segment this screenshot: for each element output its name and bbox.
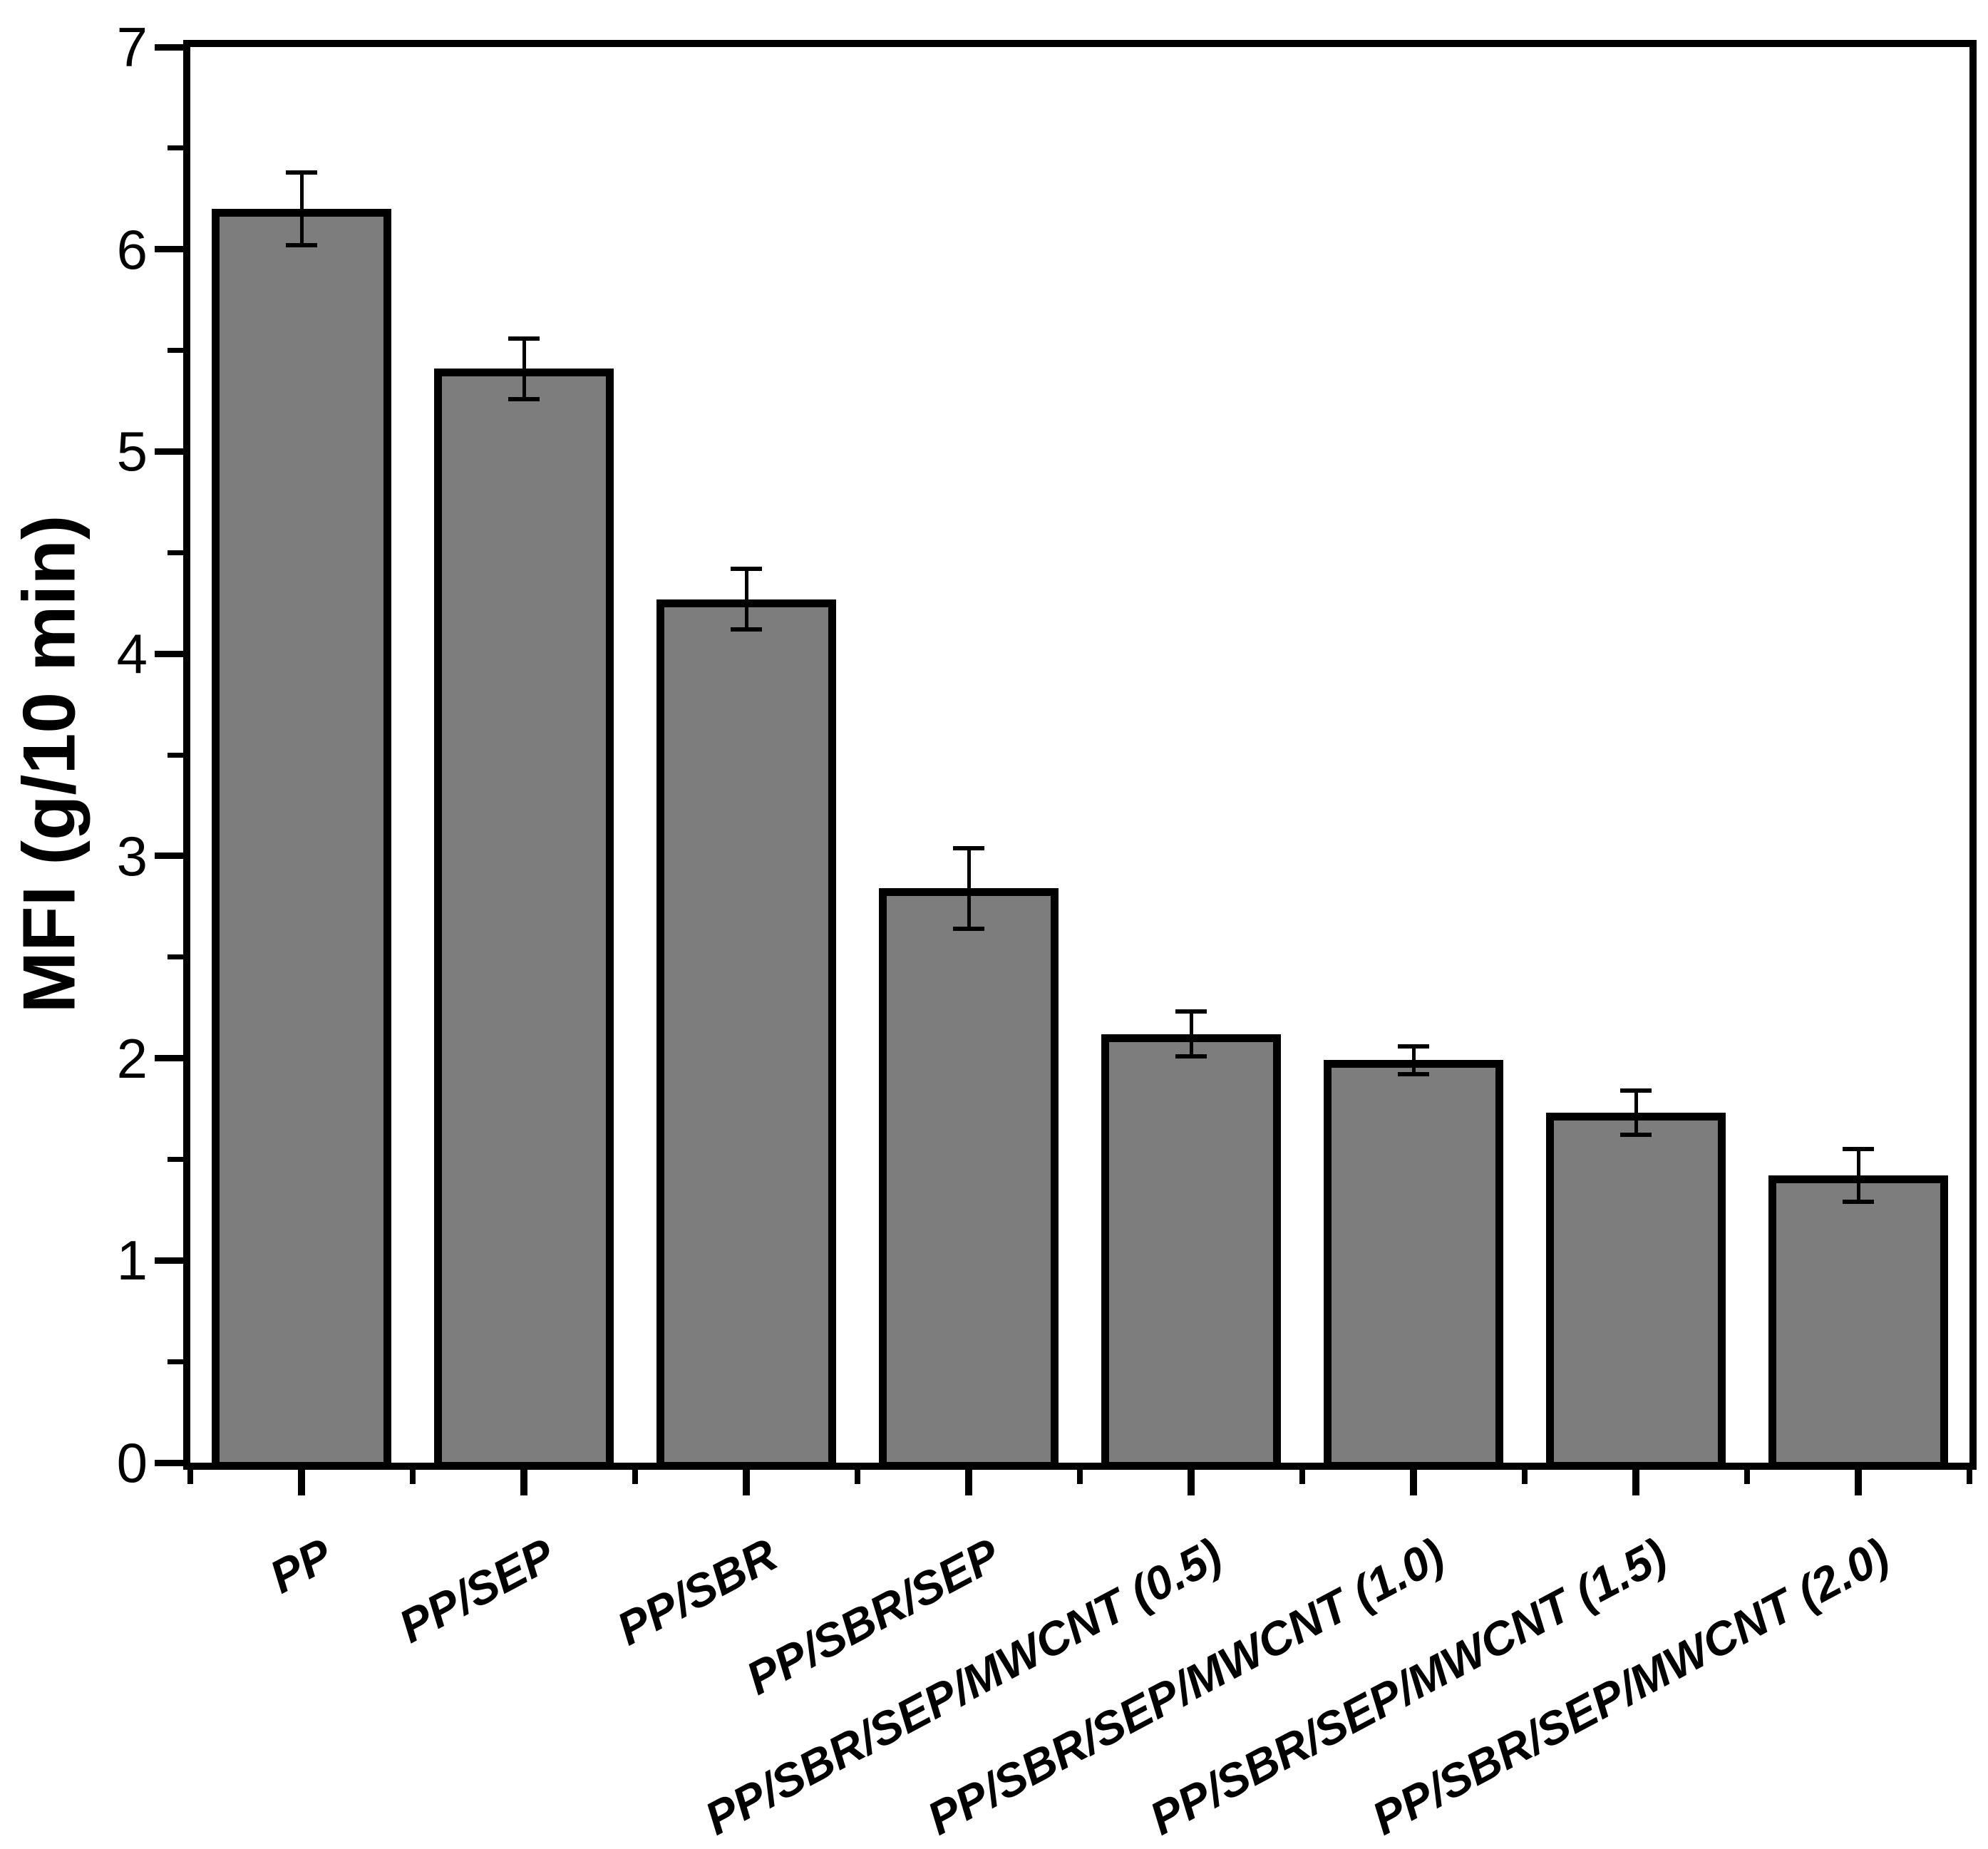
- x-major-tick: [965, 1470, 972, 1495]
- error-bar-cap: [1175, 1009, 1207, 1014]
- y-major-tick: [155, 1055, 183, 1062]
- y-tick-label: 3: [116, 824, 148, 887]
- error-bar-line: [1411, 1046, 1416, 1075]
- y-major-tick: [155, 43, 183, 51]
- y-minor-tick: [168, 1156, 183, 1162]
- error-bar-line: [299, 172, 304, 246]
- error-bar-line: [967, 848, 971, 929]
- error-bar-cap: [1620, 1088, 1652, 1093]
- y-tick-label: 2: [116, 1026, 148, 1090]
- error-bar-line: [1856, 1149, 1860, 1202]
- x-minor-tick: [410, 1470, 416, 1484]
- y-major-tick: [155, 448, 183, 455]
- x-major-tick: [1410, 1470, 1417, 1495]
- x-major-tick: [298, 1470, 305, 1495]
- y-tick-label: 1: [116, 1229, 148, 1292]
- bar-PP/SBR/SEP/MWCNT (1.5): [1546, 1113, 1726, 1470]
- bar-PP/SBR: [656, 599, 836, 1470]
- error-bar-cap: [508, 396, 540, 401]
- y-major-tick: [155, 1257, 183, 1264]
- bar-PP/SBR/SEP/MWCNT (0.5): [1101, 1034, 1281, 1470]
- bar-PP/SEP: [434, 369, 614, 1470]
- y-major-tick: [155, 853, 183, 860]
- error-bar-cap: [1398, 1044, 1429, 1049]
- x-minor-tick: [1967, 1470, 1972, 1484]
- y-tick-label: 7: [116, 16, 148, 78]
- x-minor-tick: [1077, 1470, 1083, 1484]
- x-minor-tick: [1299, 1470, 1305, 1484]
- y-axis-title: MFI (g/10 min): [8, 515, 91, 1014]
- bar-PP/SBR/SEP/MWCNT (1.0): [1324, 1060, 1503, 1470]
- bar-PP: [212, 208, 391, 1470]
- error-bar-line: [1634, 1090, 1638, 1135]
- error-bar-cap: [1398, 1072, 1429, 1077]
- y-tick-label: 6: [116, 217, 148, 281]
- x-minor-tick: [187, 1470, 193, 1484]
- error-bar-cap: [1843, 1147, 1874, 1152]
- x-major-tick: [743, 1470, 750, 1495]
- x-minor-tick: [632, 1470, 638, 1484]
- error-bar-cap: [508, 336, 540, 341]
- bar-PP/SBR/SEP/MWCNT (2.0): [1768, 1175, 1948, 1470]
- x-minor-tick: [855, 1470, 860, 1484]
- x-major-tick: [520, 1470, 527, 1495]
- error-bar-line: [744, 568, 748, 630]
- y-tick-label: 4: [116, 622, 148, 686]
- x-major-tick: [1188, 1470, 1195, 1495]
- y-minor-tick: [168, 1359, 183, 1364]
- y-tick-label: 0: [116, 1431, 148, 1494]
- y-tick-label: 5: [116, 420, 148, 483]
- x-major-tick: [1855, 1470, 1862, 1495]
- error-bar-cap: [1175, 1054, 1207, 1059]
- y-minor-tick: [168, 348, 183, 354]
- x-minor-tick: [1522, 1470, 1528, 1484]
- error-bar-cap: [731, 566, 762, 571]
- x-minor-tick: [1744, 1470, 1750, 1484]
- x-major-tick: [1632, 1470, 1639, 1495]
- x-category-label: PP: [261, 1528, 341, 1604]
- error-bar-cap: [953, 926, 984, 931]
- error-bar-cap: [286, 243, 317, 248]
- error-bar-line: [522, 338, 526, 399]
- error-bar-cap: [286, 170, 317, 175]
- y-major-tick: [155, 650, 183, 657]
- y-minor-tick: [168, 752, 183, 758]
- error-bar-cap: [1843, 1200, 1874, 1204]
- bar-PP/SBR/SEP: [879, 888, 1059, 1470]
- error-bar-cap: [731, 627, 762, 632]
- y-major-tick: [155, 246, 183, 253]
- x-category-label: PP/SBR: [608, 1528, 786, 1655]
- x-category-label: PP/SEP: [391, 1528, 563, 1653]
- y-minor-tick: [168, 954, 183, 960]
- y-major-tick: [155, 1459, 183, 1466]
- y-minor-tick: [168, 145, 183, 151]
- error-bar-cap: [1620, 1133, 1652, 1138]
- error-bar-line: [1189, 1011, 1193, 1056]
- error-bar-cap: [953, 845, 984, 850]
- y-minor-tick: [168, 550, 183, 555]
